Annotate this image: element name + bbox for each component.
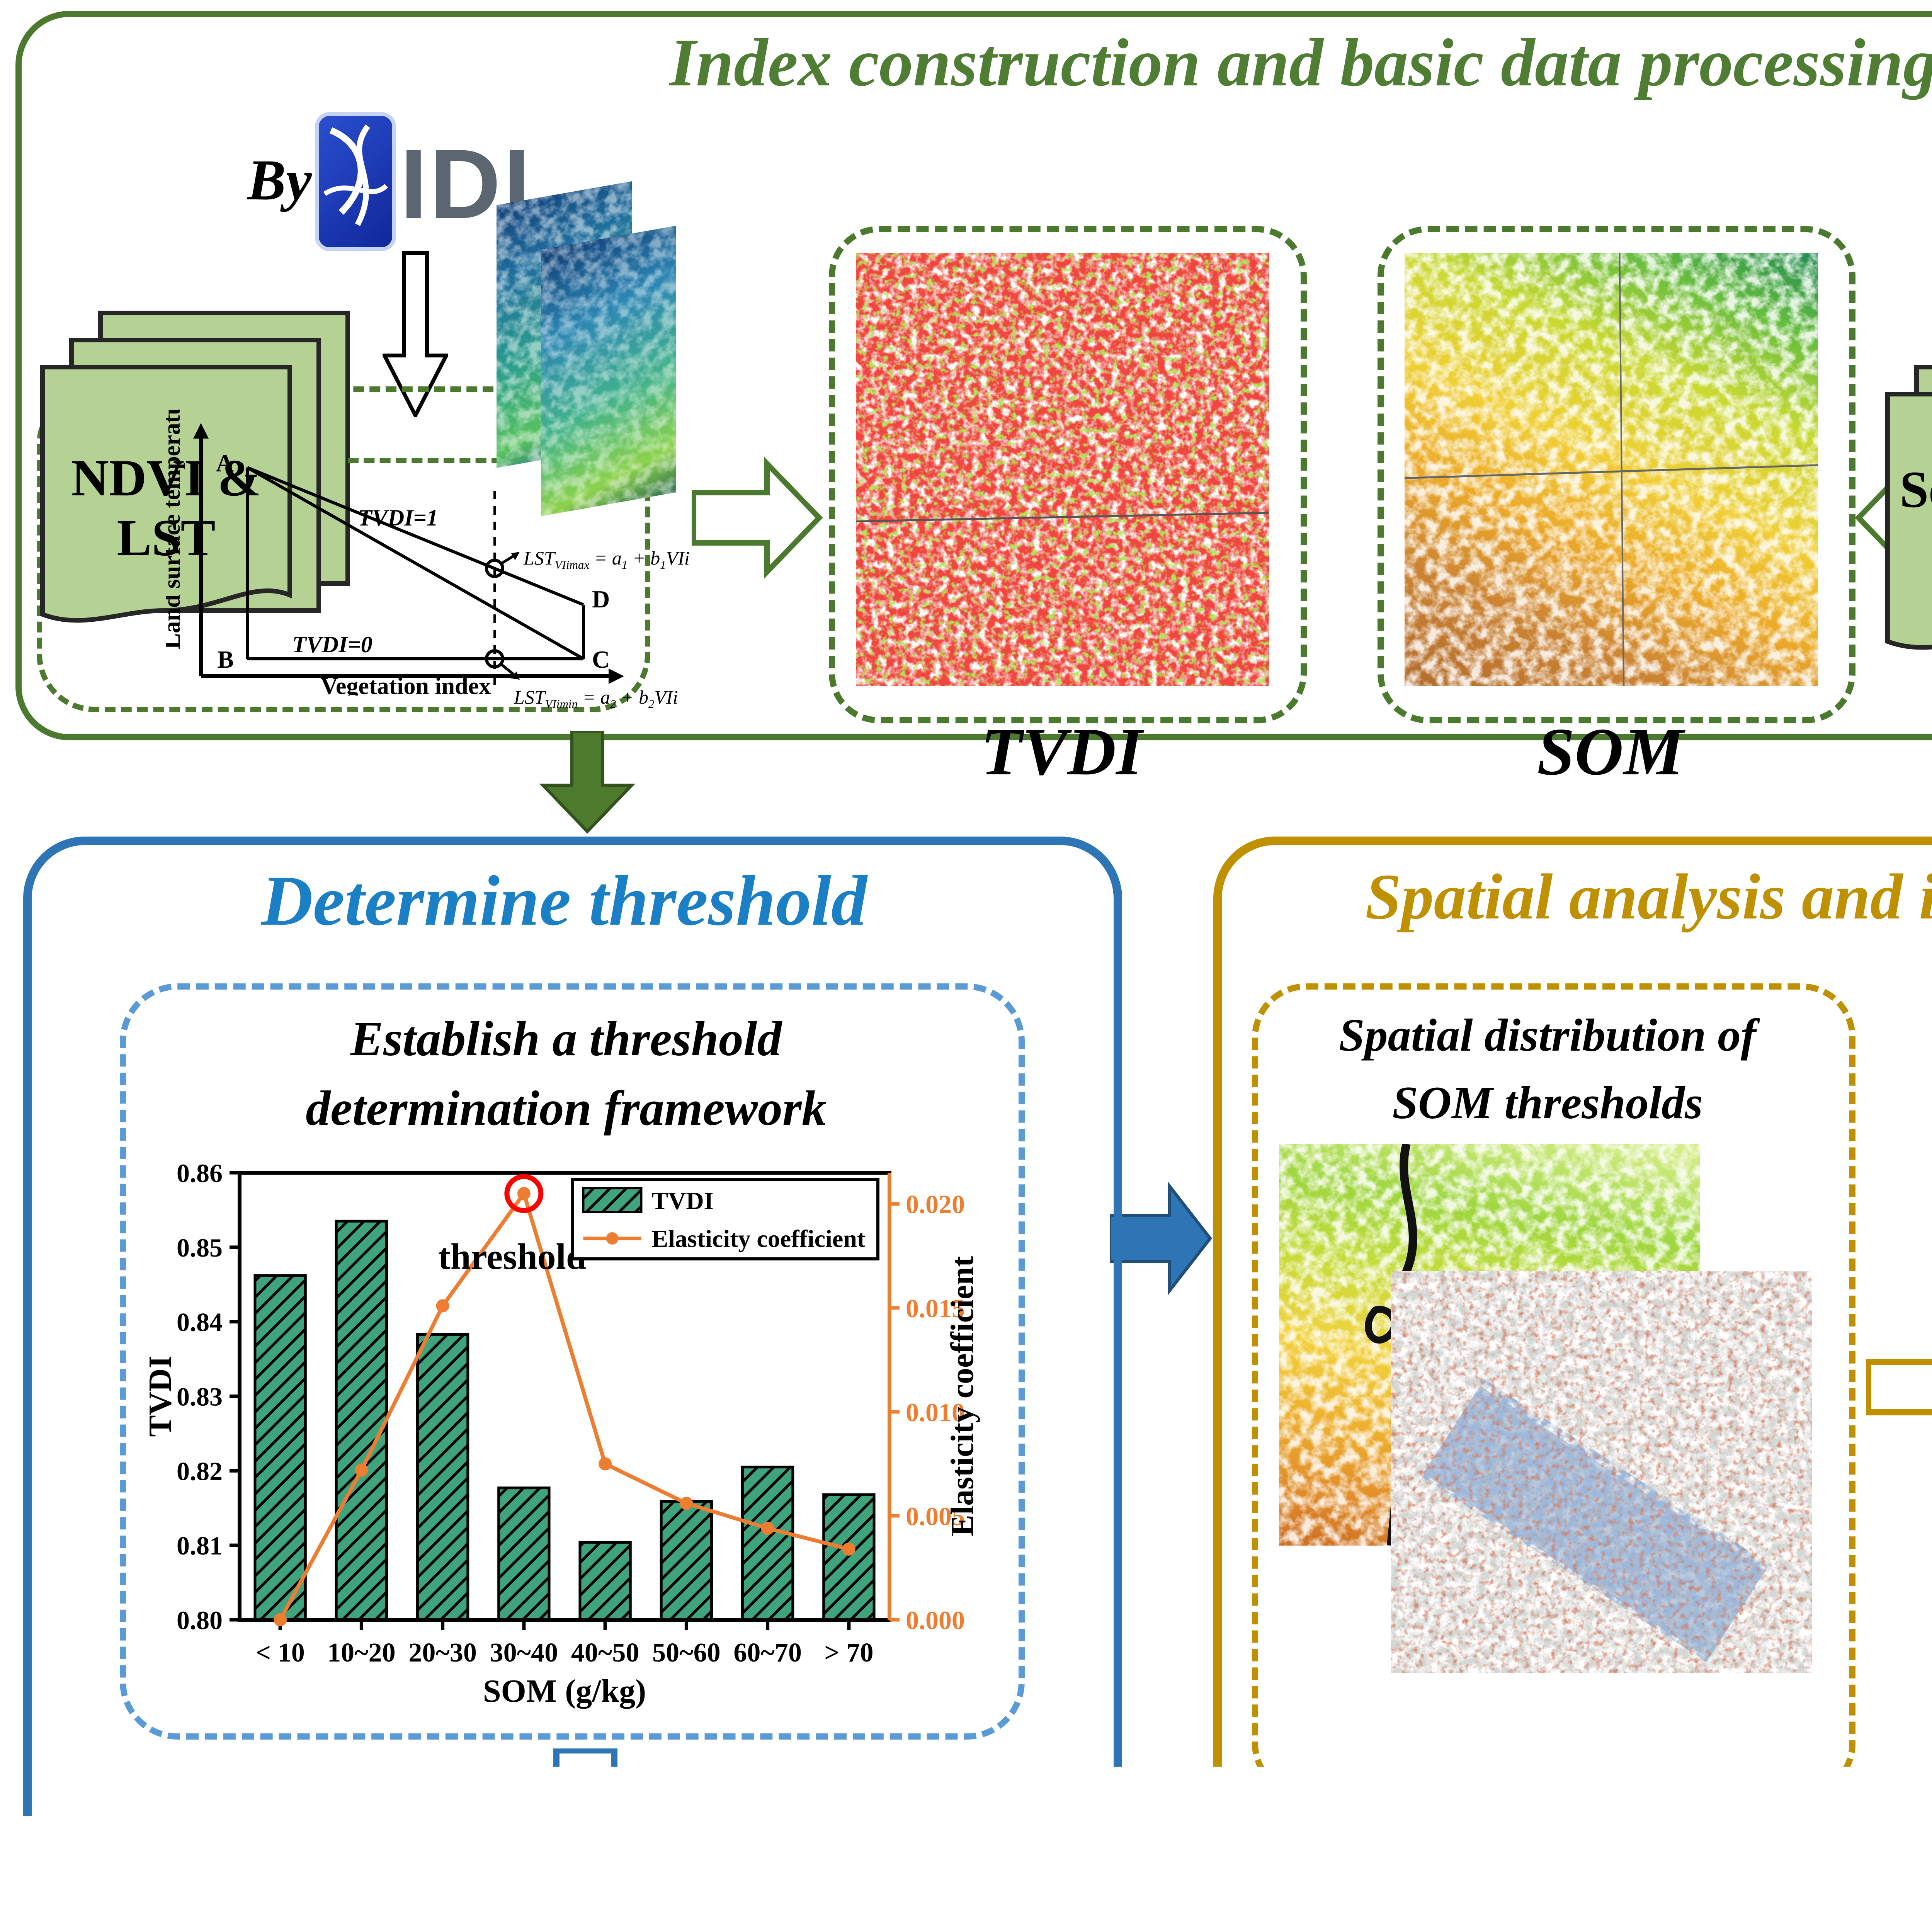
sentinel-label-line2: Image bbox=[1888, 531, 1932, 591]
lst-max-formula: LSTVIimax = a1 + b1VIi bbox=[524, 547, 690, 572]
svg-text:60~70: 60~70 bbox=[733, 1638, 801, 1668]
som-map bbox=[1405, 253, 1818, 686]
green-down-arrow-icon bbox=[539, 731, 636, 833]
svg-text:0.83: 0.83 bbox=[177, 1382, 223, 1412]
blue-right-arrow-icon bbox=[1110, 1175, 1212, 1302]
precise-title-line1: Further precise identification bbox=[66, 1915, 1078, 1932]
determine-threshold-title: Determine threshold bbox=[23, 860, 1105, 942]
chart-threshold-framework: 0.800.810.820.830.840.850.860.0000.0050.… bbox=[143, 1155, 993, 1712]
framework-title-line1: Establish a threshold bbox=[120, 1010, 1012, 1067]
svg-text:30~40: 30~40 bbox=[490, 1638, 558, 1668]
svg-text:threshold: threshold bbox=[438, 1236, 587, 1277]
svg-text:TVDI: TVDI bbox=[651, 1187, 713, 1214]
gold-down-arrow-icon bbox=[1837, 1839, 1932, 1932]
svg-text:0.82: 0.82 bbox=[177, 1456, 223, 1486]
svg-text:TVDI=1: TVDI=1 bbox=[358, 505, 438, 531]
spatial-analysis-title: Spatial analysis and influencing factors bbox=[1213, 860, 1932, 934]
svg-text:0.81: 0.81 bbox=[177, 1531, 223, 1560]
svg-text:0.020: 0.020 bbox=[906, 1190, 965, 1219]
svg-text:> 70: > 70 bbox=[824, 1638, 873, 1668]
svg-text:20~30: 20~30 bbox=[408, 1638, 476, 1668]
spatial-maps-title-line1: Spatial distribution of bbox=[1252, 1009, 1843, 1062]
svg-text:0.84: 0.84 bbox=[177, 1308, 223, 1337]
by-idl-label: By bbox=[247, 147, 312, 213]
svg-text:0.86: 0.86 bbox=[177, 1158, 223, 1188]
svg-text:0.80: 0.80 bbox=[177, 1605, 223, 1635]
tvdi-map bbox=[856, 253, 1269, 686]
connector-left bbox=[348, 458, 502, 463]
framework-title-line2: determination framework bbox=[120, 1080, 1012, 1137]
svg-text:Elasticity coefficient: Elasticity coefficient bbox=[651, 1225, 865, 1252]
arrow-to-tvdi-icon bbox=[692, 454, 823, 582]
svg-text:50~60: 50~60 bbox=[652, 1638, 720, 1668]
blue-hollow-down-arrow-icon bbox=[514, 1748, 657, 1861]
lst-min-formula: LSTVIimin = a2 + b2VIi bbox=[514, 686, 678, 711]
svg-text:Vegetation index: Vegetation index bbox=[321, 673, 491, 696]
sentinel-label-line1: Sentinel-2 bbox=[1888, 460, 1932, 520]
svg-text:B: B bbox=[217, 646, 234, 673]
figure-canvas: Index construction and basic data proces… bbox=[0, 0, 1932, 1932]
idl-logo-icon bbox=[315, 112, 396, 251]
tvdi-label: TVDI bbox=[829, 713, 1294, 791]
svg-text:0.85: 0.85 bbox=[177, 1233, 223, 1262]
svg-text:SOM (g/kg): SOM (g/kg) bbox=[483, 1673, 646, 1709]
svg-text:TVDI=0: TVDI=0 bbox=[292, 632, 372, 657]
bar-< 10 bbox=[255, 1276, 305, 1620]
svg-text:TVDI: TVDI bbox=[143, 1355, 178, 1437]
svg-text:< 10: < 10 bbox=[255, 1638, 304, 1668]
svg-text:A: A bbox=[216, 449, 234, 477]
bar-20~30 bbox=[417, 1334, 468, 1620]
bar-60~70 bbox=[742, 1467, 793, 1620]
bar-10~20 bbox=[336, 1221, 386, 1620]
svg-text:10~20: 10~20 bbox=[327, 1638, 395, 1668]
svg-text:0.000: 0.000 bbox=[906, 1605, 965, 1635]
spatial-maps-title-line2: SOM thresholds bbox=[1252, 1076, 1843, 1129]
bar-40~50 bbox=[580, 1542, 630, 1620]
bar-> 70 bbox=[824, 1495, 874, 1620]
top-section-title: Index construction and basic data proces… bbox=[0, 24, 1932, 102]
som-label: SOM bbox=[1378, 713, 1843, 791]
svg-text:D: D bbox=[592, 585, 610, 613]
svg-text:Elasticity coefficient: Elasticity coefficient bbox=[944, 1256, 980, 1536]
bar-50~60 bbox=[661, 1501, 711, 1620]
svg-text:C: C bbox=[592, 646, 610, 673]
bar-30~40 bbox=[499, 1488, 549, 1620]
som-threshold-map-front bbox=[1391, 1271, 1812, 1673]
ndvi-raster-thumb-front bbox=[541, 226, 676, 516]
svg-text:40~50: 40~50 bbox=[571, 1638, 639, 1668]
svg-text:Land surface temperature: Land surface temperature bbox=[166, 410, 185, 649]
gold-hollow-right-arrow-icon bbox=[1866, 1321, 1932, 1453]
